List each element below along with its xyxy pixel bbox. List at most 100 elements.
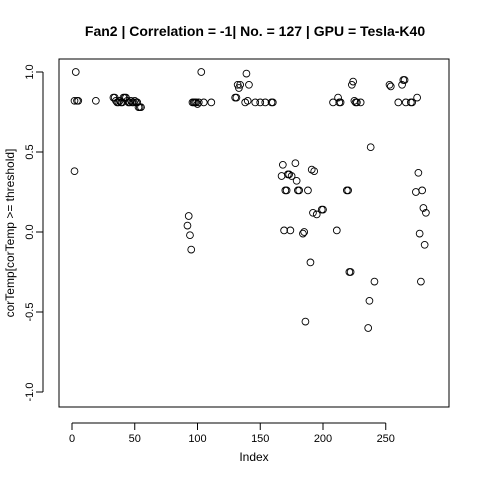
data-point	[74, 96, 83, 105]
plot-frame	[58, 58, 450, 408]
data-point	[243, 96, 252, 105]
y-tick-label: 0.0	[24, 224, 36, 239]
data-point	[422, 208, 430, 217]
y-tick-label: -0.5	[24, 303, 36, 322]
data-point	[329, 98, 337, 107]
y-axis-label: corTemp[corTemp >= threshold]	[3, 149, 17, 318]
data-point	[414, 168, 423, 177]
data-point	[133, 98, 142, 107]
data-point	[344, 186, 352, 195]
data-point	[415, 229, 424, 238]
x-tick-label: 0	[69, 433, 75, 445]
data-point	[207, 98, 216, 107]
data-point	[304, 186, 312, 195]
data-point	[242, 69, 251, 78]
data-point	[278, 160, 287, 169]
data-point	[280, 226, 288, 235]
data-point	[349, 77, 357, 86]
data-point	[370, 277, 379, 286]
x-tick-label: 200	[314, 433, 332, 445]
data-point	[299, 229, 307, 238]
data-point	[366, 143, 375, 152]
data-point	[236, 80, 245, 89]
data-point	[356, 98, 365, 107]
data-point	[118, 98, 127, 107]
data-point	[251, 98, 260, 107]
data-point	[295, 186, 304, 195]
data-point	[292, 176, 301, 185]
data-point	[256, 98, 265, 107]
data-point	[130, 96, 139, 105]
data-point	[129, 98, 138, 107]
data-point	[346, 268, 355, 276]
data-point	[413, 93, 421, 102]
data-point	[401, 98, 410, 107]
data-point	[233, 80, 242, 89]
data-point	[186, 231, 194, 240]
data-point	[309, 208, 317, 217]
data-point	[365, 296, 374, 305]
x-tick-label: 50	[129, 433, 141, 445]
data-point	[394, 98, 403, 107]
data-point	[137, 103, 145, 112]
y-tick-label: -1.0	[24, 383, 36, 402]
data-point	[418, 186, 426, 195]
data-point	[287, 172, 296, 180]
data-point	[187, 245, 196, 254]
data-point	[398, 80, 406, 89]
data-point	[245, 80, 253, 89]
data-point	[199, 98, 208, 107]
data-point	[319, 205, 327, 214]
data-point	[125, 98, 134, 107]
data-point	[301, 317, 310, 326]
data-points	[70, 68, 430, 332]
x-axis: 0 50 100 150 200 250	[69, 422, 395, 445]
data-point	[336, 98, 345, 107]
data-point	[386, 82, 395, 91]
data-point	[268, 98, 277, 107]
data-point	[419, 204, 428, 212]
data-point	[348, 80, 356, 89]
data-point	[332, 226, 341, 235]
data-point	[232, 93, 241, 102]
data-point	[91, 96, 100, 105]
data-point	[194, 98, 203, 107]
x-tick-label: 100	[188, 433, 206, 445]
x-tick-label: 250	[377, 433, 395, 445]
data-point	[353, 98, 361, 107]
data-point	[400, 76, 409, 84]
x-axis-label: Index	[239, 450, 268, 464]
data-point	[385, 80, 394, 89]
data-point	[364, 324, 373, 332]
data-point	[241, 98, 250, 107]
data-point	[312, 210, 321, 219]
data-point	[197, 68, 206, 76]
data-point	[70, 167, 79, 176]
data-point	[420, 240, 429, 249]
data-point	[307, 165, 316, 174]
data-point	[306, 258, 315, 267]
data-point	[300, 228, 309, 236]
data-point	[71, 68, 80, 76]
y-tick-label: 0.5	[24, 144, 36, 159]
data-point	[183, 221, 192, 230]
data-point	[261, 98, 270, 107]
data-point	[334, 93, 342, 102]
data-point	[192, 98, 201, 107]
data-point	[282, 186, 291, 195]
data-point	[310, 167, 319, 176]
data-point	[184, 212, 193, 220]
data-point	[114, 98, 123, 107]
y-tick-label: 1.0	[24, 64, 36, 79]
chart-title: Fan2 | Correlation = -1| No. = 127 | GPU…	[85, 23, 425, 39]
x-tick-label: 150	[251, 433, 269, 445]
data-point	[70, 96, 79, 105]
data-point	[408, 98, 416, 107]
data-point	[285, 170, 293, 179]
data-point	[291, 159, 300, 168]
data-point	[417, 277, 425, 286]
data-point	[286, 226, 295, 235]
data-point	[235, 84, 243, 92]
y-axis: -1.0 -0.5 0.0 0.5 1.0	[24, 64, 44, 402]
